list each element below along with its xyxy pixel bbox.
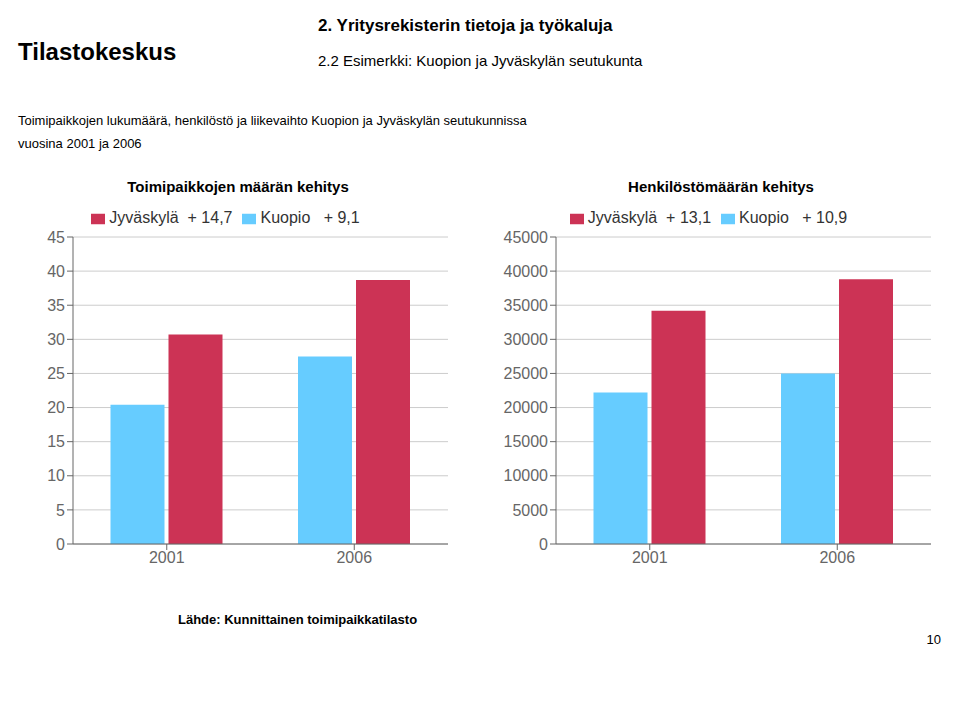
svg-text:30: 30 [47, 331, 65, 348]
svg-text:20: 20 [47, 399, 65, 416]
html-text:Toimipaikkojen määrän kehitys: Toimipaikkojen määrän kehitys [127, 178, 349, 195]
html-text:10: 10 [926, 632, 941, 647]
html-text:Jyväskylä + 14,7: Jyväskylä + 14,7 [109, 209, 233, 226]
svg-text:2006: 2006 [336, 549, 372, 566]
svg-text:40000: 40000 [504, 263, 549, 280]
html-text:Lähde: Kunnittainen toimipaikk: Lähde: Kunnittainen toimipaikkatilasto [178, 612, 418, 627]
svg-text:2001: 2001 [632, 549, 668, 566]
svg-text:45: 45 [47, 229, 65, 246]
svg-text:10: 10 [47, 467, 65, 484]
svg-text:25000: 25000 [504, 365, 549, 382]
svg-text:0: 0 [539, 536, 548, 553]
html-text:2. Yritysrekisterin tietoja ja: 2. Yritysrekisterin tietoja ja työkaluja [318, 16, 613, 35]
svg-text:2001: 2001 [149, 549, 185, 566]
svg-text:35: 35 [47, 297, 65, 314]
svg-text:40: 40 [47, 263, 65, 280]
svg-text:45000: 45000 [504, 229, 549, 246]
svg-text:10000: 10000 [504, 467, 549, 484]
svg-text:20000: 20000 [504, 399, 549, 416]
svg-text:30000: 30000 [504, 331, 549, 348]
svg-text:35000: 35000 [504, 297, 549, 314]
html-text:vuosina 2001 ja 2006: vuosina 2001 ja 2006 [18, 136, 142, 151]
svg-text:15000: 15000 [504, 433, 549, 450]
html-text:Kuopio + 9,1: Kuopio + 9,1 [260, 209, 360, 226]
svg-text:25: 25 [47, 365, 65, 382]
html-text:Henkilöstömäärän kehitys: Henkilöstömäärän kehitys [628, 178, 814, 195]
svg-text:5000: 5000 [512, 502, 548, 519]
html-text:Kuopio + 10,9: Kuopio + 10,9 [739, 209, 848, 226]
html-text:Tilastokeskus: Tilastokeskus [18, 38, 177, 65]
html-text:Jyväskylä + 13,1: Jyväskylä + 13,1 [587, 209, 711, 226]
svg-text:15: 15 [47, 433, 65, 450]
svg-text:0: 0 [56, 536, 65, 553]
svg-text:5: 5 [56, 502, 65, 519]
html-text:2.2 Esimerkki: Kuopion ja Jyvä: 2.2 Esimerkki: Kuopion ja Jyväskylän seu… [318, 52, 643, 69]
svg-text:2006: 2006 [819, 549, 855, 566]
html-text:Toimipaikkojen lukumäärä, henk: Toimipaikkojen lukumäärä, henkilöstö ja … [18, 113, 527, 128]
